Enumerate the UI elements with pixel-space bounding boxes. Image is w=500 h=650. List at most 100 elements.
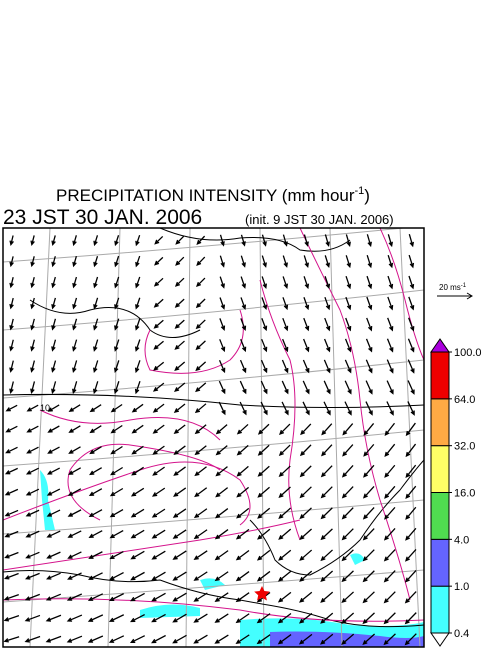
wind-arrow [235,571,250,582]
wind-arrow [114,297,120,310]
wind-arrow [154,235,164,245]
wind-arrow [51,276,56,289]
wind-arrow [130,613,145,623]
wind-arrow [407,338,415,353]
wind-arrow [240,297,247,310]
wind-arrow [386,359,394,374]
wind-arrow [345,296,352,311]
wind-arrow [88,530,103,538]
wind-arrow [30,297,35,310]
wind-arrow [240,276,246,289]
wind-arrow [3,615,20,622]
wind-arrow [30,318,35,331]
wind-arrow [24,635,41,643]
wind-arrow [88,509,103,518]
wind-arrow [153,361,165,371]
wind-arrow [219,255,225,268]
wind-arrow [194,403,207,414]
wind-arrow [362,591,375,604]
wind-arrow [9,235,14,246]
wind-arrow [261,276,267,289]
wind-arrow [214,634,229,644]
wind-arrow [323,380,331,395]
wind-arrow [110,403,123,413]
wind-arrow [387,254,394,269]
wind-arrow [218,380,226,395]
wind-arrow [219,276,225,289]
wind-arrow [303,276,310,290]
wind-arrow [341,528,354,541]
wind-arrow [384,485,396,499]
colorbar-segment [430,445,450,493]
wind-arrow [341,591,354,604]
wind-arrow [172,613,187,623]
wind-arrow [174,361,186,371]
wind-arrow [72,381,78,395]
wind-arrow [108,593,124,602]
wind-arrow [113,360,120,374]
wind-arrow [299,570,313,582]
colorbar-segment [430,398,450,447]
wind-arrow [26,404,39,412]
wind-arrow [277,591,292,603]
wind-arrow [25,530,40,538]
wind-arrow [152,466,165,476]
colorbar-label: 4.0 [454,534,469,546]
colorbar-under [430,632,450,647]
wind-arrow [215,424,228,435]
wind-arrow [303,317,310,332]
wind-arrow [324,296,331,311]
wind-arrow [299,549,313,561]
wind-arrow [114,318,120,331]
wind-arrow [30,339,35,352]
wind-arrow [68,404,81,412]
wind-arrow [173,487,187,497]
wind-arrow [256,549,271,561]
wind-arrow [342,444,354,457]
wind-arrow [131,424,144,434]
wind-arrow [362,485,375,499]
wind-arrow [67,488,82,496]
wind-arrow [194,445,207,456]
wind-arrow [89,446,102,455]
wind-arrow [152,403,165,413]
wind-arrow [214,613,229,623]
wind-arrow [408,254,415,269]
wind-arrow [260,359,268,374]
wind-arrow [152,445,165,455]
wind-arrow [3,593,19,601]
wind-arrow [302,380,310,395]
wind-arrow [236,423,249,435]
wind-arrow [405,506,417,520]
wind-arrow [151,529,166,539]
wind-arrow [195,340,206,351]
wind-arrow [4,488,19,496]
wind-arrow [282,276,289,290]
wind-arrow [408,234,414,248]
wind-arrow [47,446,60,454]
wind-arrow [366,317,373,332]
wind-arrow [109,487,124,497]
wind-arrow [366,275,373,290]
map-frame [2,227,425,648]
wind-arrow [72,276,78,289]
wind-arrow [9,256,14,268]
wind-arrow [66,593,83,601]
wind-arrow [51,256,56,268]
wind-arrow [215,445,228,456]
wind-arrow [219,339,226,353]
colorbar-label: 100.0 [454,347,482,359]
precip-area [350,553,365,565]
wind-arrow [89,467,103,476]
wind-arrow [195,298,206,309]
wind-arrow [235,549,250,561]
wind-arrow [9,339,14,352]
wind-arrow [365,338,373,353]
wind-arrow [365,401,373,416]
wind-arrow [151,634,166,644]
wind-arrow [387,275,394,290]
wind-arrow [362,612,375,625]
wind-arrow [152,382,165,392]
wind-arrow [193,550,208,561]
wind-arrow [236,507,250,519]
